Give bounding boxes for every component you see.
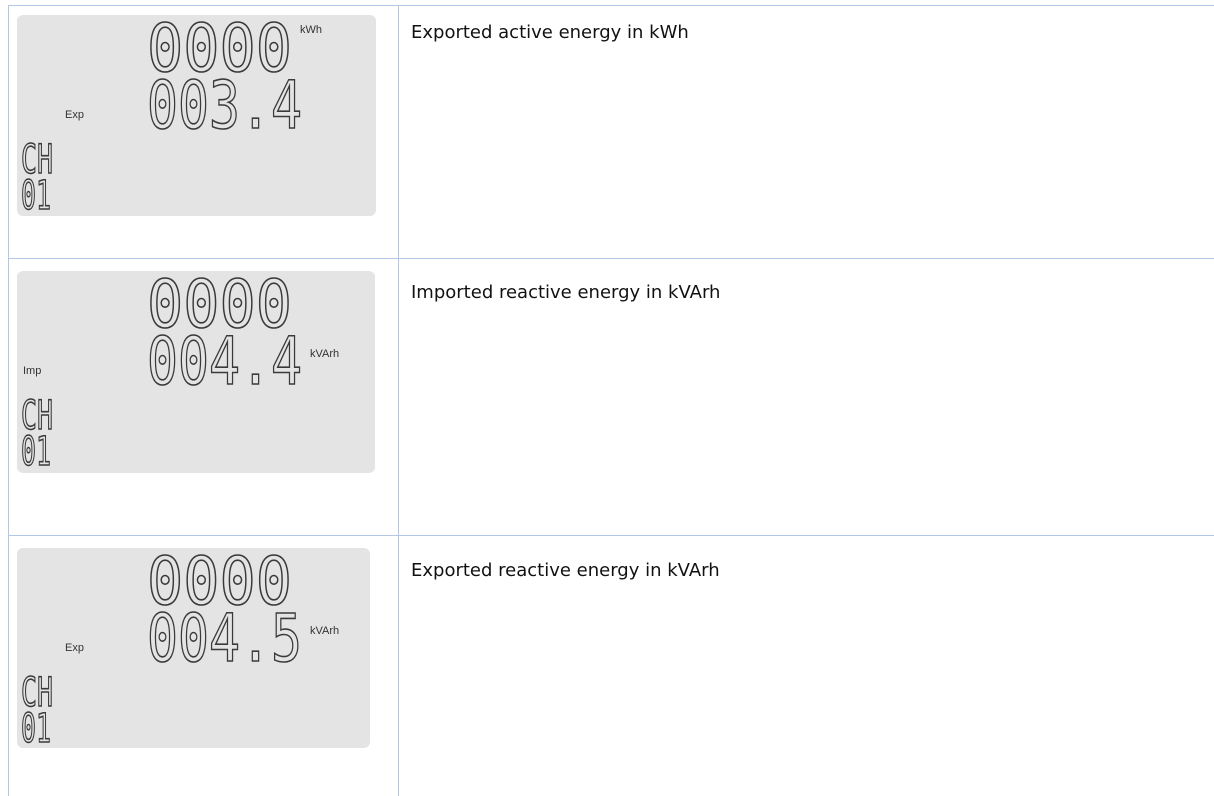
description: Exported active energy in kWh — [411, 22, 689, 43]
lcd-svg: 0000 Imp 004.4 kVArh CH 01 — [17, 271, 375, 473]
lcd-unit: kWh — [300, 24, 322, 36]
table-border — [8, 5, 1214, 6]
lcd-mode: Imp — [23, 365, 41, 377]
lcd-channel: 01 — [21, 706, 51, 748]
description: Exported reactive energy in kVArh — [411, 560, 720, 581]
table-border — [398, 5, 399, 796]
lcd-line2: 004.4 — [147, 323, 302, 400]
table-border — [8, 5, 9, 796]
lcd-line2: 003.4 — [147, 67, 302, 144]
lcd-display: 0000 kWh Exp 003.4 CH 01 — [17, 15, 376, 216]
lcd-mode: Exp — [65, 109, 84, 121]
lcd-line2: 004.5 — [147, 600, 302, 677]
lcd-unit: kVArh — [310, 625, 339, 637]
description: Imported reactive energy in kVArh — [411, 282, 720, 303]
lcd-svg: 0000 Exp 004.5 kVArh CH 01 — [17, 548, 370, 748]
lcd-mode: Exp — [65, 642, 84, 654]
lcd-display: 0000 Imp 004.4 kVArh CH 01 — [17, 271, 375, 473]
lcd-channel: 01 — [21, 429, 51, 473]
lcd-channel: 01 — [21, 173, 51, 216]
table-border — [8, 535, 1214, 536]
table-border — [8, 258, 1214, 259]
lcd-display: 0000 Exp 004.5 kVArh CH 01 — [17, 548, 370, 748]
lcd-svg: 0000 kWh Exp 003.4 CH 01 — [17, 15, 376, 216]
lcd-unit: kVArh — [310, 348, 339, 360]
page: {"rows": [ {"display": {"line1": "0000",… — [0, 0, 1214, 796]
